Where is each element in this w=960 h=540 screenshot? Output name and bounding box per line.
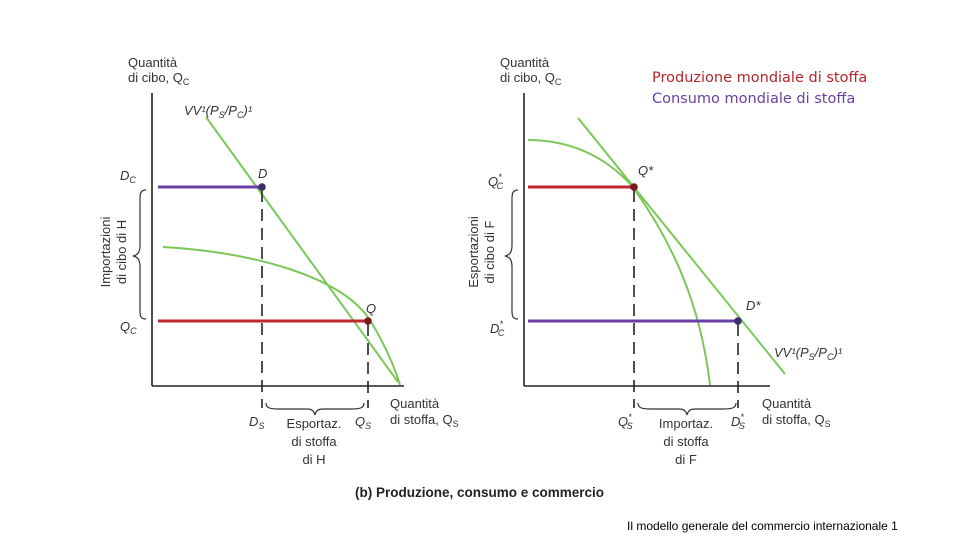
left-ppf-curve [162,246,401,386]
right-tick-QS: Q* S [618,412,633,431]
left-imports-brace [132,189,147,320]
right-exports-label-2: di cibo di F [482,221,497,284]
right-imports-brace [637,402,737,416]
slide-footer: Il modello generale del commercio intern… [627,519,898,533]
left-y-axis-title-2: di cibo, QC [128,70,190,87]
left-point-Q-dot [364,317,372,325]
left-point-Q-label: Q [366,301,376,316]
left-tick-DS: DS [249,414,264,431]
right-imports-label-1: Importaz. [659,416,713,431]
left-price-line-label: VV¹(PS/PC)¹ [184,103,253,120]
left-exports-label-3: di H [302,452,325,467]
right-point-D-label: D* [746,298,761,313]
left-exports-label-2: di stoffa [291,434,337,449]
right-x-axis-title-1: Quantità [762,396,812,411]
figure-caption: (b) Produzione, consumo e commercio [355,485,604,500]
right-imports-label-2: di stoffa [663,434,709,449]
legend-consumption: Consumo mondiale di stoffa [652,91,856,107]
left-point-D-label: D [258,166,267,181]
left-tick-QS: QS [355,414,371,431]
legend-production: Produzione mondiale di stoffa [652,70,868,86]
left-exports-brace [265,402,365,416]
left-tick-DC: DC [120,168,136,185]
left-y-axis-title-1: Quantità [128,55,178,70]
figure-panel [86,24,876,512]
right-y-axis-title-2: di cibo, QC [500,70,562,87]
right-exports-label-1: Esportazioni [466,216,481,288]
right-tick-QC: Q* C [488,172,504,191]
left-tick-QC: QC [120,319,137,336]
right-tick-DC: D* C [490,319,505,338]
left-x-axis-title-2: di stoffa, QS [390,412,459,429]
left-x-axis-title-1: Quantità [390,396,440,411]
left-imports-label-1: Importazioni [98,216,113,287]
right-price-line-label: VV¹(PS/PC)¹ [774,345,843,362]
left-panel: Quantità di cibo, QC VV¹(PS/PC)¹ D Q DC … [98,55,459,467]
left-exports-label-1: Esportaz. [287,416,342,431]
right-exports-brace [504,189,519,320]
right-price-line [577,117,786,375]
right-panel: Quantità di cibo, QC Q* D* Q* C D* C Espor… [466,55,843,467]
right-point-Q-label: Q* [638,163,654,178]
legend: Produzione mondiale di stoffa Consumo mo… [652,68,867,110]
right-point-Q-dot [630,183,638,191]
right-imports-label-3: di F [675,452,697,467]
left-imports-label-2: di cibo di H [114,220,129,284]
left-price-line [205,116,399,383]
right-y-axis-title-1: Quantità [500,55,550,70]
right-ppf-curve [527,139,711,386]
right-x-axis-title-2: di stoffa, QS [762,412,831,429]
right-point-D-dot [734,317,742,325]
right-tick-DS: D* S [731,412,745,431]
left-point-D-dot [258,183,266,191]
